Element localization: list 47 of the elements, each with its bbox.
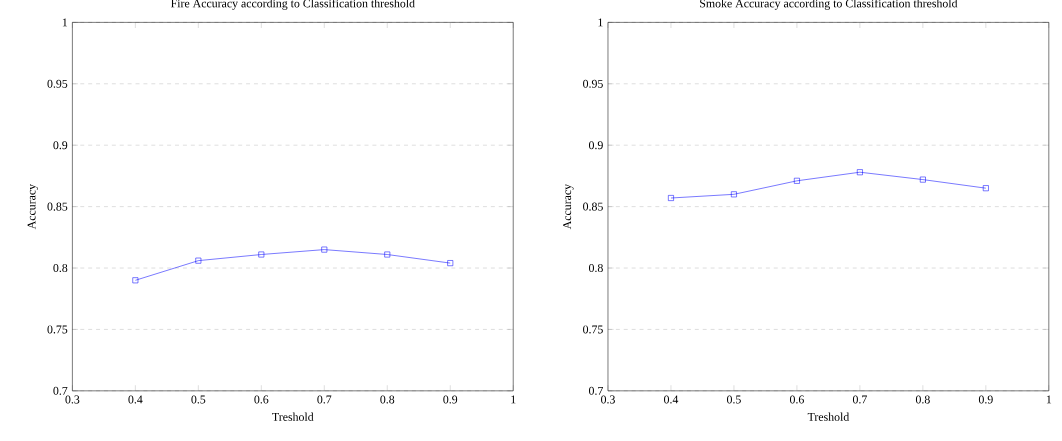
point bbox=[731, 191, 737, 198]
x-tick-label: 0.5 bbox=[191, 395, 206, 404]
x-tick-label: 1 bbox=[511, 395, 516, 404]
x-tick-label: 1 bbox=[1046, 395, 1052, 404]
y-tick-label: 0.95 bbox=[47, 79, 68, 88]
x-tick-label: 0.6 bbox=[254, 395, 269, 404]
x-tick-label: 0.7 bbox=[317, 395, 332, 404]
point bbox=[447, 260, 454, 267]
point bbox=[668, 195, 674, 201]
x-tick-label: 0.7 bbox=[852, 395, 867, 404]
y-tick-label: 0.9 bbox=[588, 141, 603, 150]
y-tick-label: 0.9 bbox=[53, 141, 68, 150]
point bbox=[794, 177, 800, 184]
y-tick-label: 0.85 bbox=[47, 202, 68, 211]
x-tick-label: 0.8 bbox=[915, 395, 930, 404]
x-axis-title: Treshold bbox=[807, 412, 850, 421]
x-tick-label: 0.8 bbox=[380, 395, 395, 404]
x-tick-label: 0.3 bbox=[601, 395, 615, 404]
x-tick-label: 0.4 bbox=[664, 395, 679, 404]
y-tick-label: 0.8 bbox=[588, 264, 603, 273]
x-tick-label: 0.5 bbox=[726, 395, 741, 404]
y-tick-label: 0.95 bbox=[583, 79, 603, 88]
point bbox=[132, 277, 139, 284]
y-axis-title: Accuracy bbox=[27, 184, 38, 230]
y-tick-label: 0.7 bbox=[588, 386, 603, 395]
point bbox=[195, 257, 202, 264]
point bbox=[856, 169, 863, 176]
y-tick-label: 0.75 bbox=[583, 325, 603, 334]
y-tick-label: 1 bbox=[62, 18, 68, 27]
y-tick-label: 0.8 bbox=[53, 264, 68, 273]
line-series bbox=[668, 169, 989, 201]
x-axis-title: Treshold bbox=[272, 412, 314, 421]
y-axis-title: Accuracy bbox=[563, 184, 574, 230]
y-tick-label: 0.75 bbox=[47, 325, 68, 334]
x-tick-label: 0.9 bbox=[443, 395, 458, 404]
point bbox=[258, 251, 265, 258]
y-tick-label: 0.7 bbox=[53, 386, 68, 395]
point bbox=[321, 246, 328, 253]
y-tick-label: 1 bbox=[598, 18, 603, 27]
x-tick-label: 0.4 bbox=[128, 395, 143, 404]
point bbox=[384, 251, 391, 258]
x-tick-label: 0.3 bbox=[65, 395, 80, 404]
x-tick-label: 0.6 bbox=[789, 395, 804, 404]
x-tick-label: 0.9 bbox=[978, 395, 993, 404]
point bbox=[919, 176, 926, 183]
y-tick-label: 0.85 bbox=[583, 202, 603, 211]
point bbox=[982, 185, 989, 192]
